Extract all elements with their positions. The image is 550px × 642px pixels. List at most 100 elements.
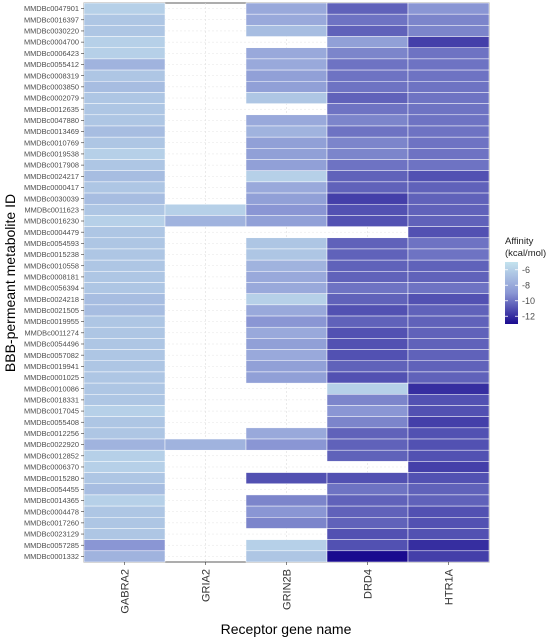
heatmap-cell: [245, 271, 328, 283]
row-tick-label: MMDBc0010558: [24, 261, 79, 270]
heatmap-cell: [326, 25, 409, 37]
column-tick-label: GRIN2B: [282, 569, 294, 610]
row-tick-label: MMDBc0018331: [24, 395, 79, 404]
row-tick-label: MMDBc0008181: [24, 273, 79, 282]
heatmap-cell: [164, 203, 247, 216]
row-tick-label: MMDBc0012635: [24, 105, 79, 114]
heatmap-cell: [245, 25, 328, 37]
heatmap-cell: [83, 282, 166, 294]
heatmap-cell: [407, 103, 490, 116]
heatmap-cell: [326, 159, 409, 171]
row-tick-labels: MMDBc0047901 MMDBc0016397 MMDBc0030220 MMDB…: [24, 4, 84, 561]
row-tick-label: MMDBc0024218: [24, 295, 79, 304]
row-tick-label: MMDBc0011274: [25, 328, 80, 337]
heatmap-cell: [83, 550, 166, 563]
heatmap-cell: [326, 338, 409, 350]
heatmap-cell: [407, 159, 490, 171]
column-tick-labels: GABRA2 GRIA2 GRIN2B DRD4 HTR1A: [120, 562, 456, 614]
heatmap-cell: [326, 237, 409, 250]
heatmap-cell: [83, 58, 166, 71]
heatmap-cell: [326, 427, 409, 440]
heatmap-cell: [407, 517, 490, 529]
heatmap-cell: [245, 360, 328, 373]
heatmap-cell: [407, 192, 490, 205]
heatmap-cell: [83, 170, 166, 183]
heatmap-cell: [326, 114, 409, 127]
heatmap-cell: [245, 159, 328, 171]
heatmap-cell: [83, 203, 166, 216]
heatmap-cell: [83, 114, 166, 127]
row-tick-label: MMDBc0004478: [24, 507, 79, 516]
heatmap-cells: [83, 2, 490, 563]
heatmap-cell: [326, 304, 409, 317]
heatmap-cell: [326, 125, 409, 138]
heatmap-cell: [326, 215, 409, 227]
heatmap-cell: [245, 203, 328, 216]
heatmap-cell: [407, 125, 490, 138]
heatmap-cell: [83, 192, 166, 205]
heatmap-cell: [407, 494, 490, 507]
heatmap-cell: [407, 528, 490, 540]
heatmap-cell: [326, 505, 409, 518]
heatmap-cell: [245, 114, 328, 127]
heatmap-cell: [83, 259, 166, 272]
heatmap-cell: [83, 528, 166, 540]
heatmap-cell: [326, 47, 409, 60]
row-tick-label: MMDBc0006370: [24, 463, 79, 472]
heatmap-cell: [83, 248, 166, 261]
row-tick-label: MMDBc0022920: [24, 440, 79, 449]
heatmap-cell: [407, 170, 490, 183]
heatmap-cell: [326, 148, 409, 160]
heatmap-cell: [83, 472, 166, 484]
heatmap-cell: [245, 170, 328, 183]
heatmap-cell: [83, 326, 166, 339]
heatmap-cell: [83, 136, 166, 149]
heatmap-cell: [83, 449, 166, 462]
row-tick-label: MMDBc0001025: [24, 373, 79, 382]
row-tick-label: MMDBc0010769: [24, 138, 79, 147]
heatmap-cell: [326, 494, 409, 507]
heatmap-cell: [245, 472, 328, 484]
heatmap-cell: [407, 2, 490, 15]
heatmap-cell: [83, 25, 166, 37]
heatmap-cell: [245, 438, 328, 451]
heatmap-cell: [83, 293, 166, 306]
heatmap-cell: [245, 550, 328, 563]
row-tick-label: MMDBc0057082: [24, 351, 79, 360]
heatmap-cell: [407, 304, 490, 317]
heatmap-cell: [407, 259, 490, 272]
row-tick-label: MMDBc0017045: [24, 407, 79, 416]
heatmap-cell: [245, 92, 328, 104]
heatmap-cell: [245, 215, 328, 227]
heatmap-cell: [407, 226, 490, 239]
heatmap-cell: [326, 13, 409, 26]
row-tick-label: MMDBc0019538: [24, 150, 79, 159]
heatmap-cell: [326, 539, 409, 552]
heatmap-cell: [83, 47, 166, 60]
heatmap-cell: [407, 483, 490, 496]
row-tick-label: MMDBc0016397: [24, 15, 79, 24]
heatmap-cell: [245, 427, 328, 440]
heatmap-cell: [326, 92, 409, 104]
heatmap-cell: [407, 550, 490, 563]
heatmap-cell: [326, 382, 409, 395]
heatmap-cell: [245, 13, 328, 26]
heatmap-cell: [407, 148, 490, 160]
heatmap-cell: [407, 81, 490, 93]
heatmap-cell: [245, 371, 328, 384]
heatmap-cell: [326, 405, 409, 417]
legend: Affinity (kcal/mol) -6 -8 -10 -12: [505, 236, 546, 324]
row-tick-label: MMDBc0012256: [24, 429, 79, 438]
row-tick-label: MMDBc0010086: [24, 384, 79, 393]
heatmap-cell: [407, 360, 490, 373]
legend-colorbar: [505, 262, 518, 324]
row-tick-label: MMDBc0047901: [24, 4, 79, 13]
row-tick-label: MMDBc0024217: [24, 172, 79, 181]
heatmap-cell: [407, 114, 490, 127]
row-tick-label: MMDBc0004700: [24, 38, 79, 47]
legend-tick-label: -12: [522, 311, 535, 321]
heatmap-cell: [407, 438, 490, 451]
heatmap-cell: [407, 36, 490, 48]
heatmap-cell: [407, 58, 490, 71]
